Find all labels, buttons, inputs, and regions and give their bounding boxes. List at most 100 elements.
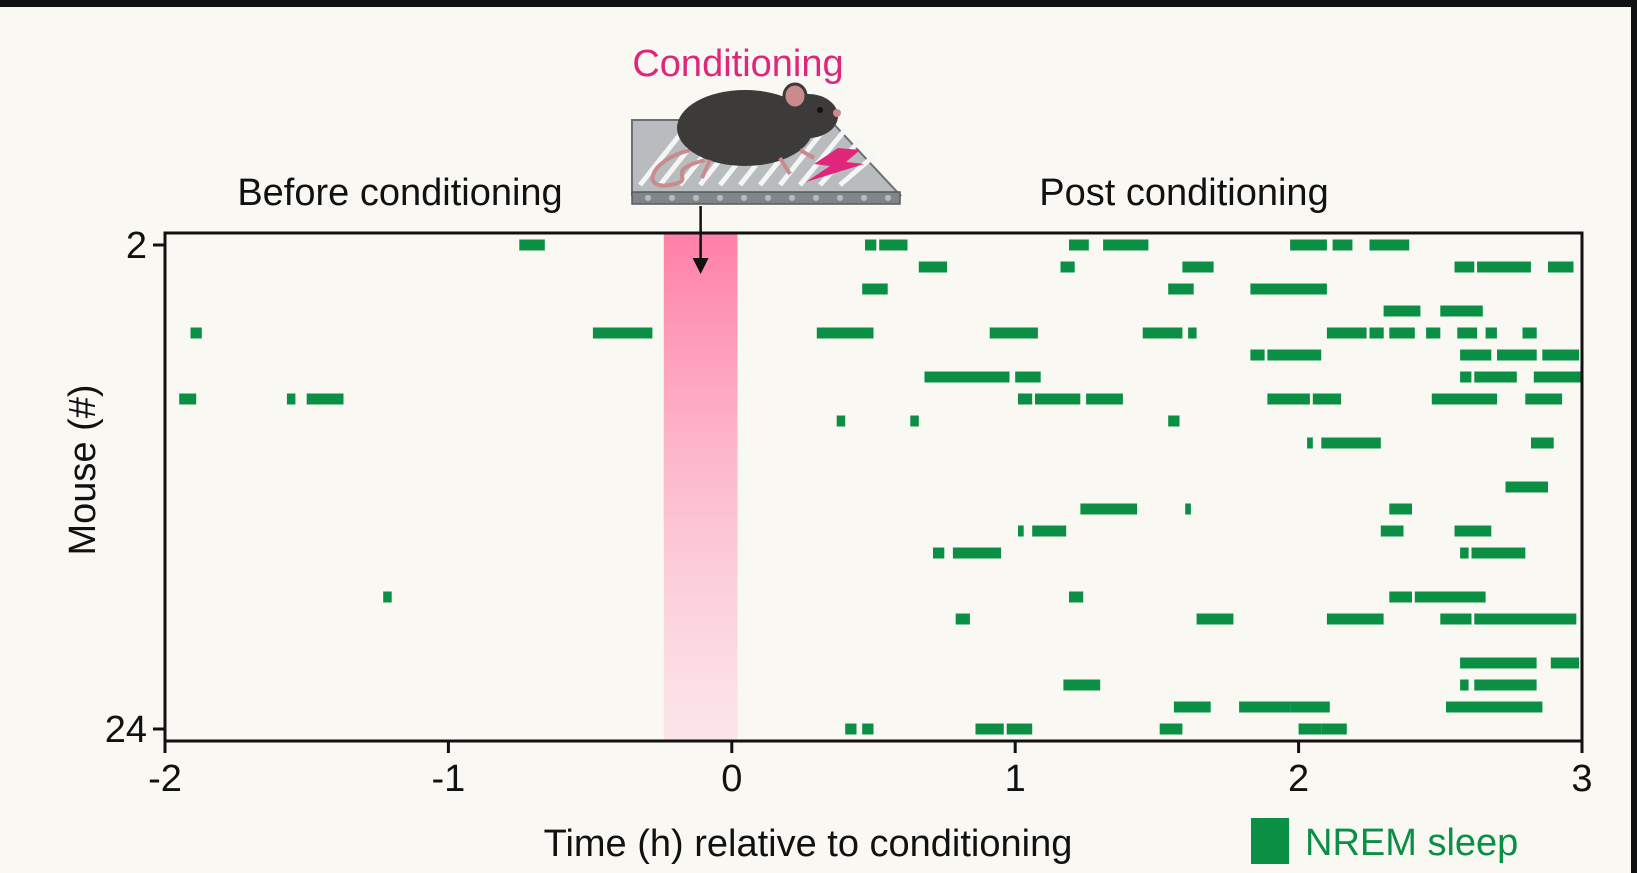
nrem-bout [955,613,970,625]
nrem-bout [952,547,1002,559]
nrem-bout [1086,393,1123,405]
nrem-bout [1474,371,1517,383]
nrem-bout [286,393,296,405]
nrem-bout [1168,283,1194,295]
nrem-bout [1018,525,1024,537]
nrem-bout [1267,349,1322,361]
nrem-bout [1471,547,1526,559]
shock-bolt-icon [806,148,864,182]
x-tick-label: 1 [1005,758,1026,800]
nrem-bout [1250,349,1265,361]
nrem-bout [1185,503,1191,515]
mouse-shock-illustration [631,82,903,205]
nrem-bout [1239,701,1291,713]
nrem-bout [1550,657,1580,669]
nrem-bout [1069,591,1084,603]
nrem-bout [1389,503,1412,515]
post-conditioning-label: Post conditioning [1039,172,1328,214]
nrem-bout [1522,327,1537,339]
nrem-bout [1414,591,1486,603]
nrem-bout [1533,371,1582,383]
nrem-bout [1548,261,1574,273]
nrem-bout [1312,393,1342,405]
nrem-bout [1440,613,1472,625]
y-axis: 2 24 [105,225,165,751]
nrem-bout [836,415,846,427]
nrem-bout [1460,371,1472,383]
x-tick-label: -2 [148,758,182,800]
nrem-bout [1032,525,1067,537]
figure-right-rule [1631,0,1637,873]
nrem-bout [1267,393,1310,405]
nrem-bout [179,393,197,405]
nrem-bout [1440,305,1483,317]
legend-label-nrem: NREM sleep [1305,822,1518,864]
nrem-bout [1369,239,1410,251]
y-axis-label: Mouse (#) [62,384,104,555]
nrem-bout [910,415,919,427]
x-axis: -2 -1 0 1 2 3 [148,741,1593,800]
nrem-bout [519,239,545,251]
x-tick-label: 3 [1571,758,1592,800]
x-tick-label: 2 [1288,758,1309,800]
nrem-bout [1080,503,1138,515]
nrem-bout [845,723,857,735]
nrem-bout [1069,239,1089,251]
nrem-bout [1446,701,1543,713]
mouse-icon [650,82,841,188]
nrem-bout [1307,437,1313,449]
x-tick-label: -1 [432,758,466,800]
nrem-bout [1485,327,1497,339]
nrem-bout [1326,327,1367,339]
nrem-bout [1383,305,1421,317]
nrem-bout [1369,327,1384,339]
x-tick-label: 0 [721,758,742,800]
nrem-bout [1460,657,1537,669]
nrem-bout [1460,349,1492,361]
nrem-bout [1103,239,1149,251]
legend-swatch-nrem [1251,818,1289,864]
nrem-bout [1063,679,1101,691]
nrem-bout [1454,525,1492,537]
nrem-bout [975,723,1004,735]
nrem-bout [1426,327,1441,339]
nrem-bout [190,327,202,339]
nrem-bout [1497,349,1537,361]
nrem-bout [1321,437,1381,449]
nrem-bout [1182,261,1214,273]
y-tick-label: 24 [105,709,147,751]
nrem-bout [1525,393,1563,405]
nrem-bout [1477,261,1531,273]
nrem-bout [862,283,888,295]
nrem-bout [1454,261,1475,273]
nrem-bout [1060,261,1075,273]
nrem-bout [1168,415,1180,427]
nrem-bout [862,723,874,735]
nrem-bout [592,327,653,339]
nrem-bout [1298,723,1322,735]
nrem-bout [1015,371,1041,383]
nrem-bout [1389,591,1412,603]
nrem-bout [1531,437,1554,449]
nrem-bout [1159,723,1183,735]
x-axis-label: Time (h) relative to conditioning [544,823,1073,865]
nrem-bout [1431,393,1497,405]
nrem-bout [865,239,877,251]
conditioning-arrow [692,206,709,274]
nrem-bout [1332,239,1353,251]
nrem-bout [1542,349,1580,361]
nrem-bout [989,327,1038,339]
plot-frame [163,231,1584,743]
nrem-bout [1173,701,1211,713]
nrem-bout [1250,283,1327,295]
nrem-bout [1290,701,1330,713]
nrem-bout [879,239,908,251]
nrem-bout [1196,613,1234,625]
nrem-bout [1188,327,1197,339]
nrem-bout [1505,481,1548,493]
legend: NREM sleep [1251,818,1518,864]
nrem-bout [1018,393,1033,405]
conditioning-window [663,233,738,741]
nrem-bout [1035,393,1081,405]
